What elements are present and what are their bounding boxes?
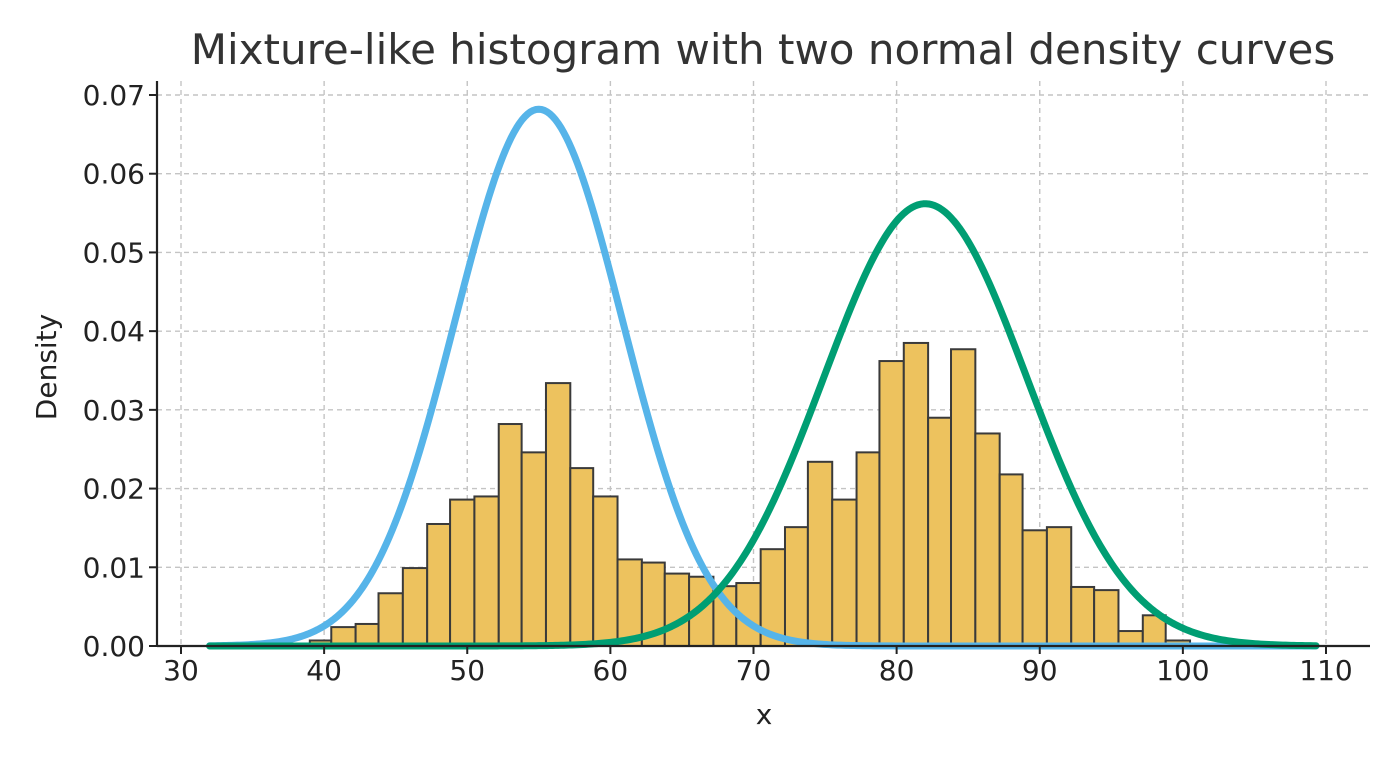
histogram-bar xyxy=(902,341,930,647)
y-tick-label: 0.07 xyxy=(83,79,145,112)
histogram-bar xyxy=(1021,529,1048,647)
histogram-bar xyxy=(426,522,452,647)
histogram-bar xyxy=(878,360,905,647)
histogram-bar xyxy=(473,495,500,648)
histogram-bar xyxy=(520,451,547,647)
histogram-bar xyxy=(831,498,858,647)
x-tick-label: 60 xyxy=(593,654,629,687)
x-tick-label: 70 xyxy=(736,654,772,687)
x-tick-label: 80 xyxy=(879,654,915,687)
histogram-bar xyxy=(616,558,643,648)
y-tick-label: 0.01 xyxy=(83,551,145,584)
histogram-bar xyxy=(401,567,429,648)
y-tick-label: 0.03 xyxy=(83,394,145,427)
histogram-bar xyxy=(806,460,834,647)
x-tick-label: 110 xyxy=(1299,654,1352,687)
histogram-bar xyxy=(592,495,619,648)
histogram-bar xyxy=(569,467,595,647)
x-tick-label: 90 xyxy=(1022,654,1058,687)
histogram-bar xyxy=(974,432,1001,647)
y-tick-label: 0.06 xyxy=(83,158,145,191)
histogram-bar xyxy=(950,348,977,647)
histogram-bar xyxy=(1070,585,1096,648)
histogram-bar xyxy=(497,423,523,648)
y-axis-label: Density xyxy=(30,314,63,420)
x-axis-label: x xyxy=(756,698,773,731)
histogram-bars xyxy=(308,341,1216,648)
y-tick-label: 0.02 xyxy=(83,473,145,506)
histogram-bar xyxy=(927,416,953,647)
histogram-bar xyxy=(855,451,881,647)
histogram-bar xyxy=(1093,589,1120,647)
histogram-bar xyxy=(783,526,809,647)
ticks: 30 40 50 60 70 80 90 100 110 0.00 0.01 0.02 0.03 0.04… xyxy=(83,79,1353,687)
histogram-bar xyxy=(998,473,1024,647)
y-tick-label: 0.00 xyxy=(83,630,145,663)
y-tick-label: 0.04 xyxy=(83,315,145,348)
x-tick-label: 30 xyxy=(163,654,199,687)
histogram-bar xyxy=(544,382,572,647)
histogram-bar xyxy=(1045,526,1073,647)
histogram-bar xyxy=(449,498,476,647)
chart-title: Mixture-like histogram with two normal d… xyxy=(191,25,1336,74)
x-tick-label: 50 xyxy=(449,654,485,687)
histogram-bar xyxy=(663,572,691,648)
y-tick-label: 0.05 xyxy=(83,236,145,269)
axes xyxy=(155,81,1370,648)
x-tick-label: 40 xyxy=(306,654,342,687)
x-tick-label: 100 xyxy=(1156,654,1209,687)
histogram-bar xyxy=(377,592,404,647)
